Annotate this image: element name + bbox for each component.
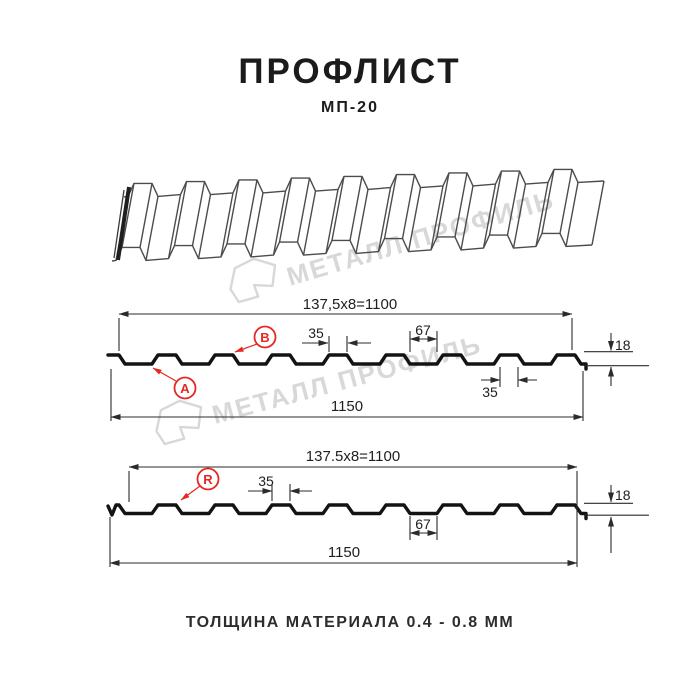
profile-top-section: 137,5x8=1100 35 67 18 35 [106, 296, 649, 421]
dim-module-bottom: 137.5x8=1100 [306, 448, 400, 465]
dim-height-top: 18 [615, 337, 631, 353]
dim-valley-bottom: 67 [415, 516, 431, 532]
dim-ribbottom-top: 35 [482, 384, 498, 400]
dim-valley-top: 67 [415, 322, 431, 338]
profile-bottom-sheet [106, 503, 588, 521]
material-thickness-note: ТОЛЩИНА МАТЕРИАЛА 0.4 - 0.8 ММ [185, 614, 515, 631]
dim-module-top: 137,5x8=1100 [303, 296, 397, 313]
dim-ribtop-bottom: 35 [258, 473, 274, 489]
dim-height-bottom: 18 [615, 487, 631, 503]
svg-text:R: R [203, 472, 213, 487]
profile-top-sheet [106, 353, 588, 371]
point-label-b: B [234, 325, 277, 353]
dim-ribtop-top: 35 [308, 325, 324, 341]
watermark-text-top: МЕТАЛЛ ПРОФИЛЬ [283, 184, 558, 292]
dim-overall-bottom: 1150 [328, 544, 360, 561]
point-label-r: R [180, 467, 220, 501]
dim-overall-top: 1150 [331, 398, 363, 415]
svg-text:B: B [260, 330, 269, 345]
product-code: МП-20 [321, 99, 379, 116]
point-label-a: A [152, 367, 197, 400]
svg-text:A: A [180, 381, 190, 396]
watermark-logo-bottom: МЕТАЛЛ ПРОФИЛЬ [155, 329, 485, 446]
profile-bottom-section: 137.5x8=1100 35 67 18 1150 [106, 448, 649, 567]
sheet-3d-cut-edge [113, 186, 131, 261]
page-title: ПРОФЛИСТ [238, 52, 462, 91]
